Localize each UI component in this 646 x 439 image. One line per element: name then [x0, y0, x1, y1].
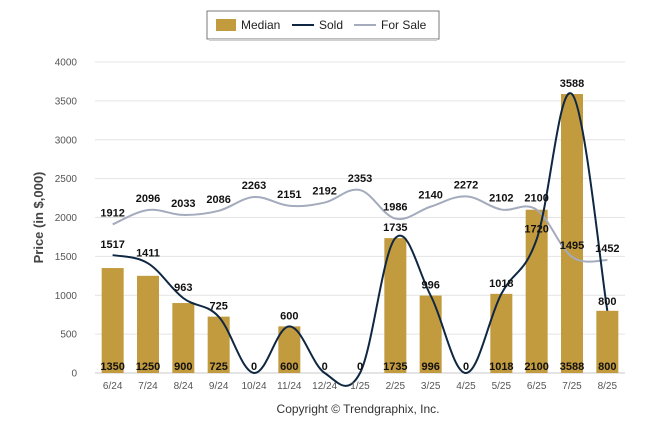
for-sale-point-label: 2102: [489, 193, 513, 205]
legend-box: [206, 10, 440, 40]
for-sale-point-label: 1986: [383, 202, 407, 214]
legend-label-median: Median: [241, 18, 280, 32]
y-tick-label: 1000: [55, 291, 78, 302]
bar-value-label: 0: [322, 361, 328, 373]
copyright-text: Copyright © Trendgraphix, Inc.: [277, 402, 440, 416]
sold-point-label: 963: [174, 282, 192, 294]
median-bar: [596, 310, 619, 373]
x-axis-ticks: 6/24 7/24 8/24 9/24 10/24 11/24 12/24 1/25 2/25 3…: [103, 381, 618, 392]
sold-point-label: 725: [209, 301, 227, 313]
bar-value-labels: 1350 1250 900 725 0 600 0 0 1735 996 0 1018 2100 3588…: [100, 361, 616, 373]
for-sale-point-label: 2096: [136, 193, 160, 205]
legend-swatch-median: [216, 19, 236, 31]
median-bar: [207, 316, 230, 373]
for-sale-point-label: 2033: [171, 198, 195, 210]
for-sale-point-label: 1495: [560, 240, 584, 252]
y-axis-ticks: 0 500 1000 1500 2000 2500 3000 3500 4000: [55, 58, 78, 380]
median-bar: [101, 268, 124, 373]
x-tick-label: 4/25: [456, 381, 476, 392]
for-sale-point-label: 2151: [277, 189, 301, 201]
x-tick-label: 2/25: [386, 381, 406, 392]
for-sale-line: [112, 188, 608, 263]
bar-value-label: 600: [280, 361, 298, 373]
y-tick-label: 2500: [55, 174, 78, 185]
bar-value-label: 900: [174, 361, 192, 373]
point-labels: 1912 2096 2033 2086 2263 2151 2192 2353 1986 2140…: [100, 78, 619, 322]
x-tick-label: 12/24: [312, 381, 337, 392]
sold-point-label: 600: [280, 310, 298, 322]
median-bar: [490, 293, 513, 373]
for-sale-point-label: 2192: [312, 186, 336, 198]
sold-point-label: 3588: [560, 78, 584, 90]
x-tick-label: 6/25: [527, 381, 547, 392]
x-tick-label: 11/24: [277, 381, 302, 392]
series-lines: [112, 92, 609, 387]
x-tick-label: 9/24: [209, 381, 229, 392]
median-bar: [561, 94, 583, 374]
for-sale-point-label: 2100: [524, 193, 548, 205]
sold-line: [112, 92, 609, 387]
sold-point-label: 1517: [100, 239, 124, 251]
bar-value-label: 725: [209, 361, 227, 373]
for-sale-point-label: 2140: [418, 190, 442, 202]
legend: Median Sold For Sale: [206, 10, 440, 41]
bar-value-label: 0: [357, 361, 363, 373]
bar-value-label: 0: [463, 361, 469, 373]
median-bars: [101, 94, 619, 374]
sold-point-label: 1720: [524, 223, 548, 235]
median-bar: [419, 295, 442, 373]
bar-value-label: 3588: [560, 361, 584, 373]
sold-point-label: 1735: [383, 222, 407, 234]
x-tick-label: 8/24: [174, 381, 194, 392]
bar-value-label: 1018: [489, 361, 513, 373]
bar-value-label: 1735: [383, 361, 407, 373]
sold-point-label: 996: [421, 280, 439, 292]
bar-value-label: 0: [251, 361, 257, 373]
bar-value-label: 1250: [136, 361, 160, 373]
y-tick-label: 3000: [55, 135, 78, 146]
legend-label-for-sale: For Sale: [381, 18, 427, 32]
y-tick-label: 1500: [55, 252, 78, 263]
y-tick-label: 3500: [55, 96, 78, 107]
bar-value-label: 1350: [100, 361, 124, 373]
median-bar: [384, 238, 407, 373]
for-sale-point-label: 1452: [595, 243, 619, 255]
x-tick-label: 8/25: [598, 381, 618, 392]
x-tick-label: 10/24: [241, 381, 266, 392]
x-tick-label: 3/25: [421, 381, 441, 392]
legend-label-sold: Sold: [319, 18, 343, 32]
y-tick-label: 0: [71, 369, 77, 380]
sold-point-label: 1411: [136, 247, 160, 259]
x-tick-label: 6/24: [103, 381, 123, 392]
bar-value-label: 996: [421, 361, 439, 373]
median-bar: [278, 326, 301, 373]
x-tick-label: 7/25: [562, 381, 582, 392]
for-sale-point-label: 2353: [348, 173, 372, 185]
x-tick-label: 5/25: [492, 381, 512, 392]
y-tick-label: 2000: [55, 213, 78, 224]
median-bar: [137, 275, 159, 373]
bar-value-label: 800: [598, 361, 616, 373]
sold-point-label: 1018: [489, 278, 513, 290]
sold-point-label: 800: [598, 296, 616, 308]
y-axis-label: Price (in $,000): [31, 172, 46, 264]
for-sale-point-label: 2272: [454, 179, 478, 191]
y-tick-label: 4000: [55, 58, 78, 69]
x-tick-label: 1/25: [350, 381, 370, 392]
x-tick-label: 7/24: [138, 381, 158, 392]
for-sale-point-label: 2086: [206, 194, 230, 206]
bar-value-label: 2100: [524, 361, 548, 373]
for-sale-point-label: 1912: [100, 207, 124, 219]
y-tick-label: 500: [60, 330, 77, 341]
for-sale-point-label: 2263: [242, 180, 266, 192]
median-bar: [172, 303, 195, 373]
